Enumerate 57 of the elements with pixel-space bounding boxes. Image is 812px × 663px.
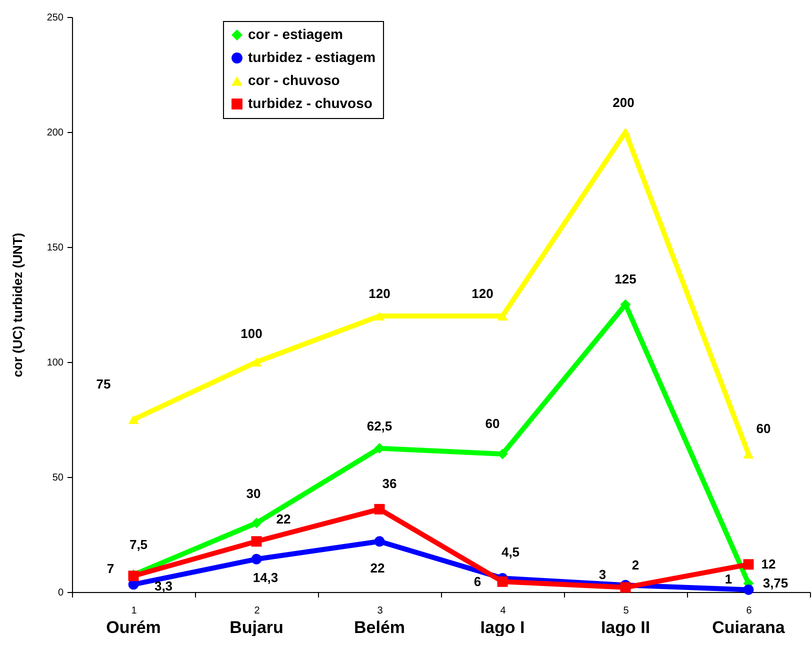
data-label: 7,5 — [129, 536, 148, 552]
data-label: 4,5 — [501, 544, 520, 560]
legend-label: cor - chuvoso — [248, 72, 340, 88]
data-label: 6 — [474, 574, 482, 590]
data-label: 12 — [761, 556, 776, 572]
y-axis-title: cor (UC) turbidez (UNT) — [10, 232, 25, 378]
data-label: 2 — [632, 557, 640, 572]
y-tick-label: 50 — [52, 472, 64, 484]
data-label: 22 — [276, 511, 291, 526]
y-tick-label: 150 — [46, 242, 64, 254]
text: Ourém — [106, 618, 161, 637]
data-label: 1 — [724, 572, 732, 587]
point — [743, 559, 754, 570]
x-tick-label: 6 — [746, 606, 752, 616]
data-label: 36 — [382, 476, 397, 492]
x-tick-label: 4 — [500, 606, 506, 616]
y-tick-label: 100 — [46, 358, 64, 368]
text: Belém — [354, 618, 406, 637]
y-tick-label: 250 — [46, 12, 64, 24]
legend-label: turbidez - estiagem — [248, 49, 376, 65]
data-label: 120 — [368, 286, 390, 301]
data-label: 3,3 — [154, 578, 173, 594]
point — [620, 582, 631, 593]
data-label: 14,3 — [252, 570, 278, 586]
data-label: 75 — [96, 376, 111, 392]
data-label: 30 — [246, 486, 261, 501]
y-tick-label: 200 — [46, 128, 64, 138]
data-label: 3,75 — [762, 575, 788, 590]
data-label: 125 — [614, 272, 636, 286]
point — [128, 414, 139, 424]
point — [374, 504, 385, 514]
x-tick-label: 1 — [131, 606, 138, 616]
data-label: 62,5 — [366, 418, 392, 434]
x-tick-label: 3 — [377, 606, 384, 616]
point — [374, 311, 385, 321]
y-tick-label: 0 — [58, 588, 64, 598]
legend-label: cor - estiagem — [248, 26, 343, 42]
point — [251, 554, 262, 564]
x-tick-label: 5 — [623, 606, 630, 616]
x-tick-label: 2 — [254, 606, 260, 616]
legend-label: turbidez - chuvoso — [248, 95, 372, 111]
data-label: 200 — [612, 95, 634, 110]
point — [497, 311, 508, 321]
point — [743, 584, 754, 595]
text: Cuiarana — [712, 618, 786, 637]
point — [620, 299, 631, 310]
data-label: 7 — [106, 560, 114, 576]
data-label: 3 — [598, 567, 606, 582]
point — [497, 576, 508, 587]
point — [251, 518, 262, 528]
data-label: 120 — [472, 286, 494, 301]
point — [251, 536, 262, 547]
data-label: 100 — [240, 326, 262, 341]
data-label: 60 — [485, 416, 500, 431]
data-label: 60 — [756, 421, 771, 436]
point — [374, 536, 385, 547]
data-label: 22 — [370, 560, 385, 576]
